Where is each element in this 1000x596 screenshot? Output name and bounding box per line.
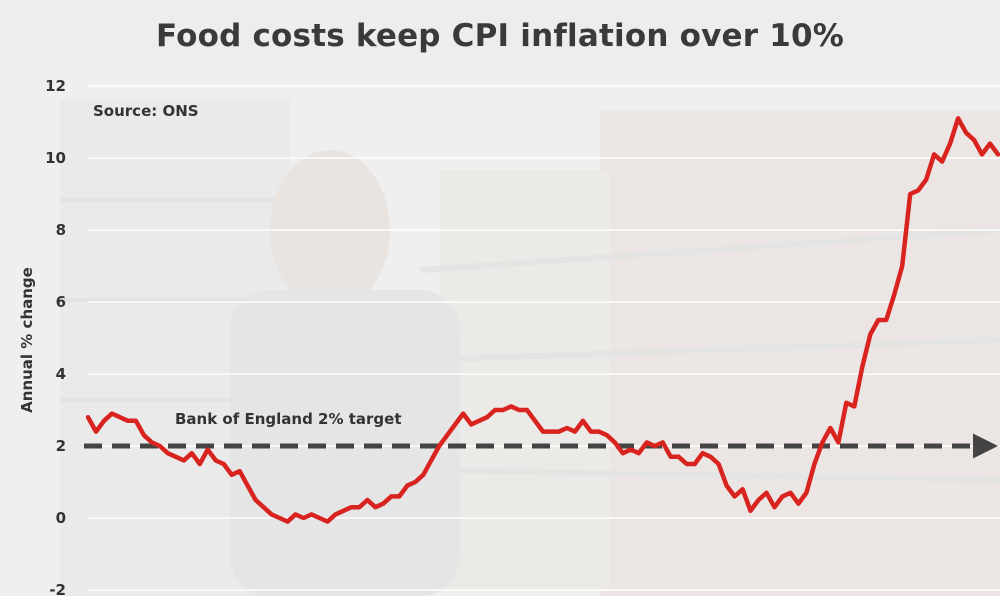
y-tick-label: 10 — [45, 149, 66, 167]
y-tick-label: 12 — [45, 77, 66, 95]
y-tick-label: 0 — [56, 509, 66, 527]
y-tick-label: 8 — [56, 221, 66, 239]
y-tick-label: -2 — [49, 581, 66, 596]
chart-title: Food costs keep CPI inflation over 10% — [155, 18, 845, 54]
reference-line-label: Bank of England 2% target — [175, 410, 402, 428]
source-note: Source: ONS — [93, 102, 199, 120]
y-tick-label: 6 — [56, 293, 66, 311]
y-axis-label: Annual % change — [18, 267, 36, 413]
series-lines — [85, 116, 1000, 524]
series-line — [85, 116, 1000, 524]
y-tick-label: 2 — [56, 437, 66, 455]
y-tick-label: 4 — [56, 365, 66, 383]
y-tick-labels: 12 10 8 6 4 2 0 -2 — [45, 77, 66, 596]
